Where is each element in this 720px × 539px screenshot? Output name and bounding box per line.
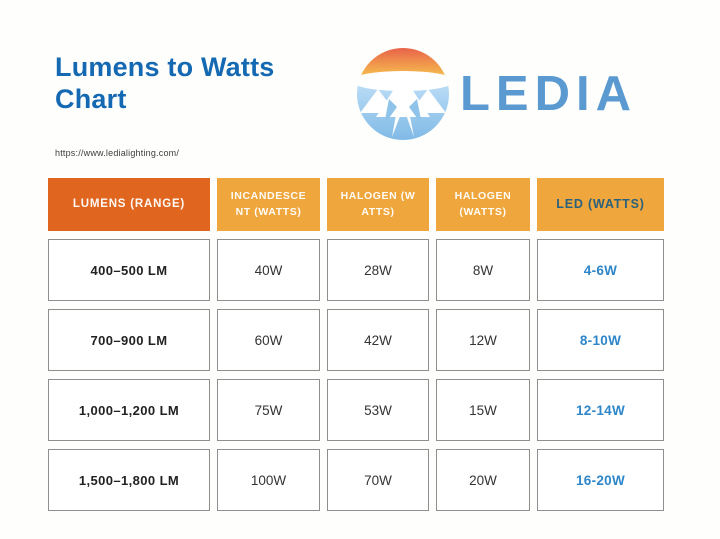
page-title: Lumens to Watts Chart	[55, 52, 275, 114]
watts-value-cell: 12W	[436, 309, 530, 371]
led-watts-cell: 12-14W	[537, 379, 664, 441]
lumens-range-cell: 700–900 LM	[48, 309, 210, 371]
watts-value-cell: 20W	[436, 449, 530, 511]
lumens-range-cell: 400–500 LM	[48, 239, 210, 301]
header-lumens-range: LUMENS (RANGE)	[48, 178, 210, 231]
lumens-range-cell: 1,500–1,800 LM	[48, 449, 210, 511]
watts-value-cell: 15W	[436, 379, 530, 441]
led-watts-cell: 8-10W	[537, 309, 664, 371]
watts-value-cell: 53W	[327, 379, 429, 441]
header-halogen-watts: HALOGEN (WATTS)	[327, 178, 429, 231]
watts-value-cell: 8W	[436, 239, 530, 301]
sun-mountain-circle-icon	[356, 47, 450, 141]
watts-value-cell: 70W	[327, 449, 429, 511]
watts-value-cell: 100W	[217, 449, 320, 511]
header-halogen-watts-2: HALOGEN (WATTS)	[436, 178, 530, 231]
website-url: https://www.ledialighting.com/	[55, 148, 180, 158]
watts-value-cell: 60W	[217, 309, 320, 371]
watts-value-cell: 75W	[217, 379, 320, 441]
watts-value-cell: 28W	[327, 239, 429, 301]
brand-logo: LEDIA	[356, 46, 637, 142]
header-led-watts: LED (WATTS)	[537, 178, 664, 231]
watts-value-cell: 40W	[217, 239, 320, 301]
watts-value-cell: 42W	[327, 309, 429, 371]
lumens-range-cell: 1,000–1,200 LM	[48, 379, 210, 441]
lumens-to-watts-table: LUMENS (RANGE) INCANDESCENT (WATTS) HALOGE…	[48, 178, 664, 511]
led-watts-cell: 4-6W	[537, 239, 664, 301]
led-watts-cell: 16-20W	[537, 449, 664, 511]
header-incandescent-watts: INCANDESCENT (WATTS)	[217, 178, 320, 231]
brand-wordmark: LEDIA	[460, 66, 637, 121]
